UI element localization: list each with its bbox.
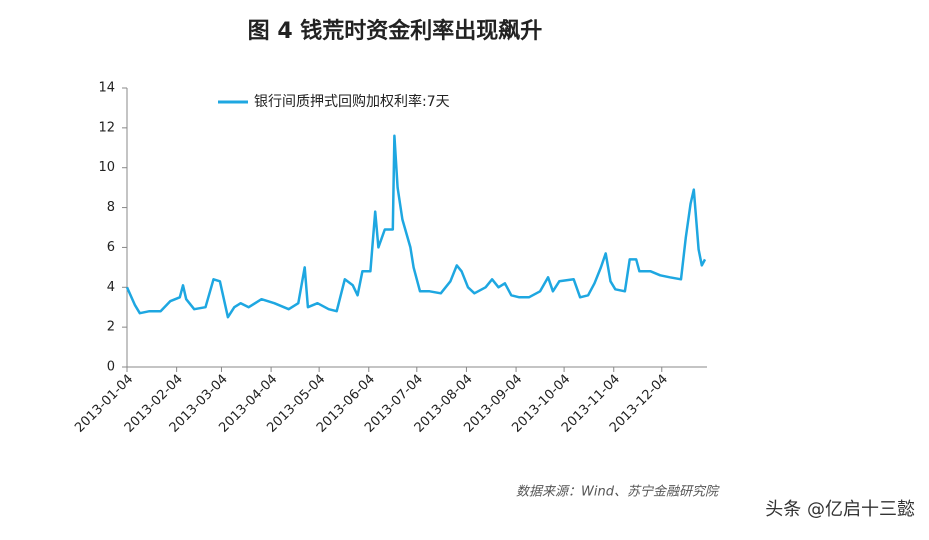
line-series	[125, 134, 707, 319]
y-tick-label: 6	[107, 240, 115, 255]
source-note: 数据来源：Wind、苏宁金融研究院	[516, 484, 720, 500]
chart-title: 图 4 钱荒时资金利率出现飙升	[248, 18, 543, 44]
y-tick-label: 4	[107, 280, 115, 295]
y-tick-label: 12	[98, 120, 115, 135]
legend-label: 银行间质押式回购加权利率:7天	[254, 93, 450, 110]
y-tick-label: 10	[98, 160, 115, 175]
y-tick-label: 8	[107, 200, 115, 215]
y-tick-label: 2	[107, 320, 115, 335]
y-tick-label: 14	[98, 81, 115, 96]
watermark: 头条 @亿启十三懿	[765, 499, 915, 520]
y-tick-label: 0	[107, 360, 115, 375]
